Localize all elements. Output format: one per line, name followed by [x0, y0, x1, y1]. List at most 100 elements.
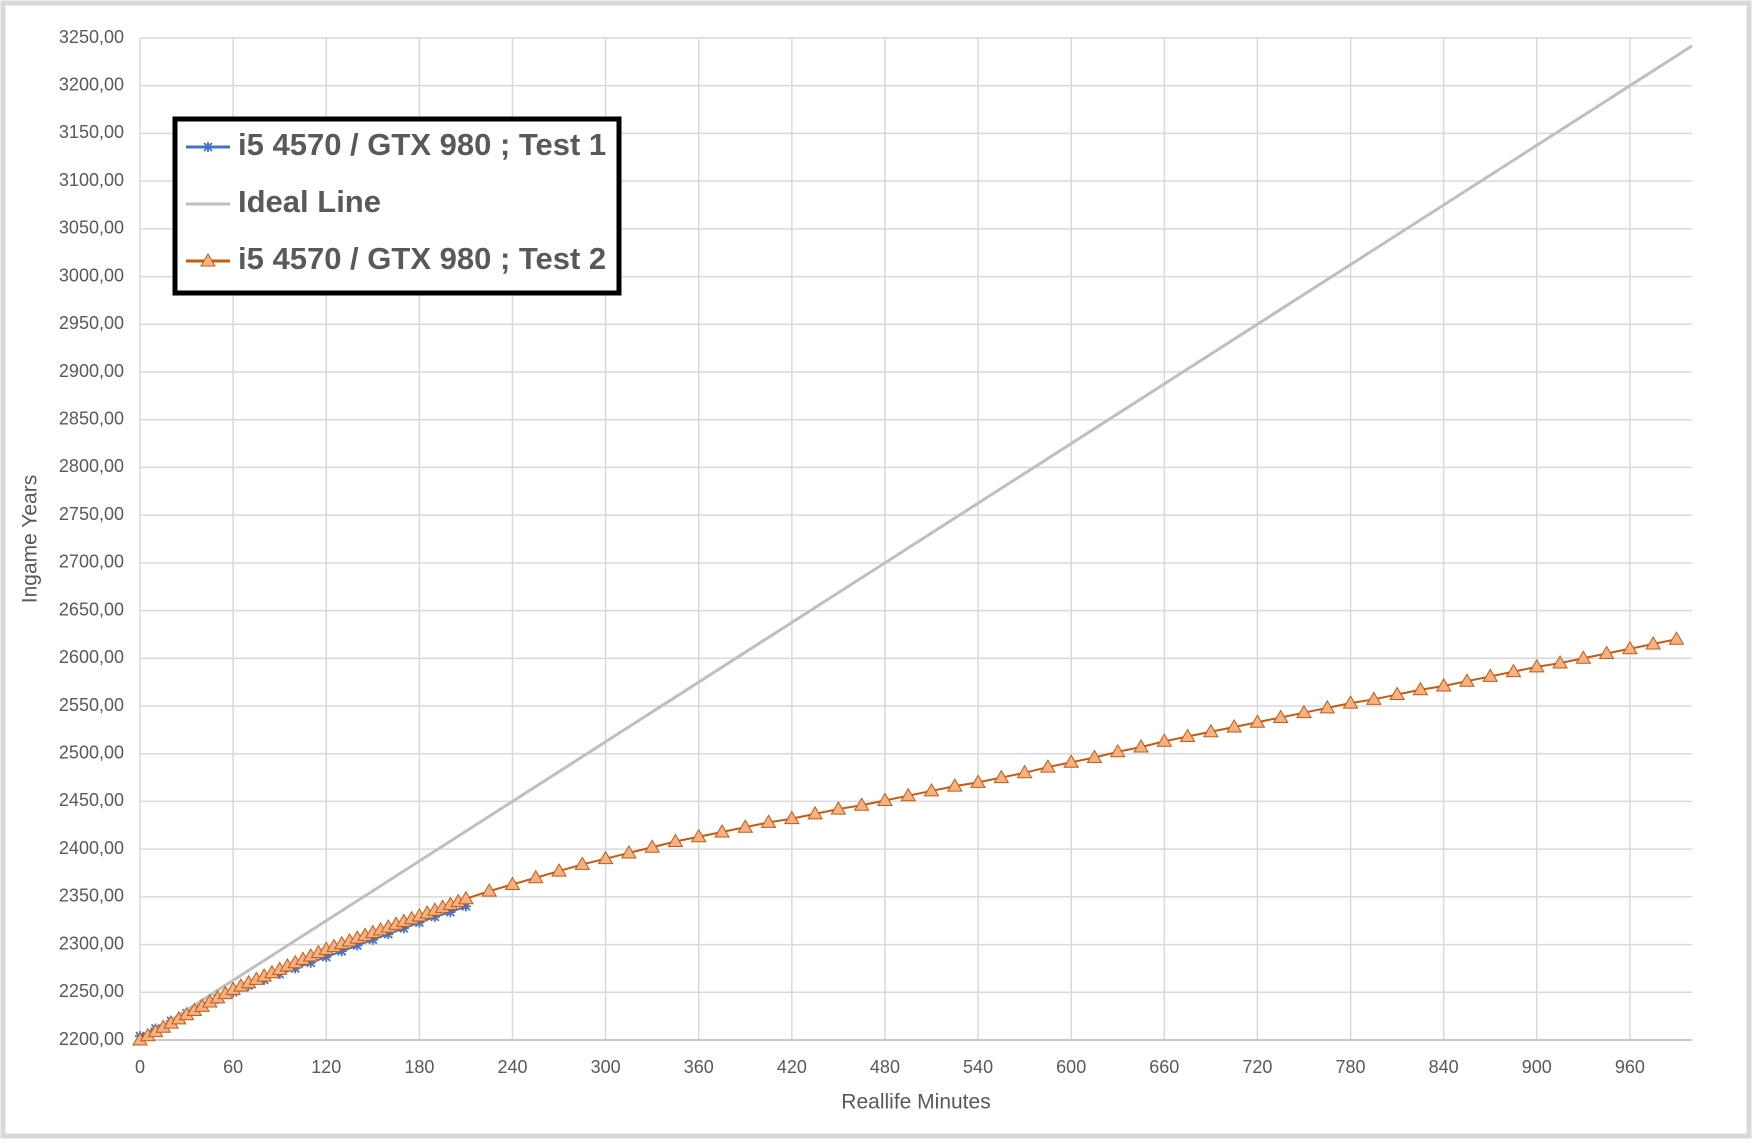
data-point [1203, 723, 1219, 738]
data-point [458, 890, 474, 905]
y-tick-label: 2250,00 [59, 981, 124, 1001]
data-point [737, 819, 754, 833]
data-point [574, 856, 591, 870]
x-tick-label: 780 [1336, 1057, 1366, 1077]
y-tick-label: 3050,00 [59, 218, 124, 238]
data-point [1226, 719, 1243, 733]
data-point [398, 923, 409, 934]
x-tick-label: 60 [223, 1057, 243, 1077]
x-tick-label: 240 [497, 1057, 527, 1077]
x-tick-label: 900 [1522, 1057, 1552, 1077]
legend-marker [200, 253, 216, 267]
data-point [783, 810, 800, 825]
x-tick-label: 960 [1615, 1057, 1645, 1077]
data-point [830, 801, 847, 815]
series-line [139, 44, 1693, 1042]
data-point [1133, 739, 1149, 753]
data-point [460, 901, 471, 912]
legend-box [172, 116, 622, 296]
x-tick-label: 360 [684, 1057, 714, 1077]
data-point [383, 929, 394, 940]
data-point [923, 782, 940, 797]
y-tick-label: 2600,00 [59, 647, 124, 667]
data-point [336, 946, 347, 957]
x-tick-label: 0 [135, 1057, 145, 1077]
legend-marker [203, 142, 213, 152]
data-point [1016, 764, 1033, 779]
legend: i5 4570 / GTX 980 ; Test 1 Ideal Line i5 4… [172, 116, 622, 296]
data-point [900, 787, 917, 802]
data-point [1505, 663, 1522, 678]
data-point [1622, 640, 1638, 655]
data-point [1040, 759, 1056, 773]
data-point [621, 844, 637, 859]
data-point [504, 876, 521, 890]
data-point [305, 957, 316, 968]
data-point [690, 828, 707, 843]
y-tick-label: 2500,00 [59, 742, 124, 762]
x-tick-label: 420 [777, 1057, 807, 1077]
data-point [1272, 709, 1289, 723]
data-point [414, 917, 425, 928]
data-point [1668, 631, 1685, 645]
data-point [946, 778, 963, 792]
data-point [1086, 749, 1103, 764]
y-tick-label: 2750,00 [59, 504, 124, 524]
x-tick-label: 540 [963, 1057, 993, 1077]
y-tick-label: 3000,00 [59, 265, 124, 285]
data-point [644, 839, 661, 853]
x-tick-label: 180 [404, 1057, 434, 1077]
data-point [1412, 681, 1429, 696]
data-point [1645, 635, 1662, 650]
data-point [853, 797, 870, 811]
legend-label: i5 4570 / GTX 980 ; Test 1 [238, 127, 606, 162]
y-tick-label: 3150,00 [59, 122, 124, 142]
y-tick-label: 2350,00 [59, 886, 124, 906]
x-axis-label: Reallife Minutes [841, 1091, 990, 1114]
data-point [760, 814, 777, 828]
data-point [551, 863, 567, 877]
y-tick-label: 3250,00 [59, 27, 124, 47]
y-tick-label: 2400,00 [59, 838, 124, 858]
data-point [1459, 673, 1475, 687]
data-point [352, 940, 363, 951]
data-point [321, 951, 332, 962]
data-point [445, 907, 456, 918]
data-point [1296, 704, 1312, 719]
y-tick-label: 2700,00 [59, 552, 124, 572]
y-tick-label: 2450,00 [59, 790, 124, 810]
y-tick-label: 2200,00 [59, 1029, 124, 1049]
y-tick-label: 2550,00 [59, 695, 124, 715]
legend-label: Ideal Line [238, 184, 381, 219]
x-tick-label: 480 [870, 1057, 900, 1077]
data-point [1598, 645, 1615, 660]
data-point [807, 805, 823, 820]
data-point [714, 823, 730, 838]
legend-label: i5 4570 / GTX 980 ; Test 2 [238, 241, 606, 276]
y-tick-label: 2900,00 [59, 361, 124, 381]
data-point [1063, 754, 1080, 768]
y-tick-label: 3100,00 [59, 170, 124, 190]
data-point [1179, 728, 1196, 743]
data-point [429, 911, 440, 922]
data-point [290, 963, 301, 974]
y-tick-label: 2950,00 [59, 313, 124, 333]
data-point [1156, 733, 1173, 747]
x-tick-label: 300 [591, 1057, 621, 1077]
data-point [597, 850, 614, 865]
data-point [667, 833, 684, 848]
data-point [1109, 743, 1126, 758]
data-point [1482, 668, 1499, 682]
x-tick-label: 840 [1429, 1057, 1459, 1077]
data-point [970, 774, 986, 788]
data-point [1249, 714, 1266, 728]
data-point [1389, 686, 1405, 701]
data-point [1575, 650, 1592, 664]
data-point [527, 869, 544, 884]
data-point [481, 883, 498, 897]
data-point [1342, 695, 1359, 709]
y-tick-label: 3200,00 [59, 74, 124, 94]
data-point [993, 769, 1010, 784]
x-tick-label: 600 [1056, 1057, 1086, 1077]
